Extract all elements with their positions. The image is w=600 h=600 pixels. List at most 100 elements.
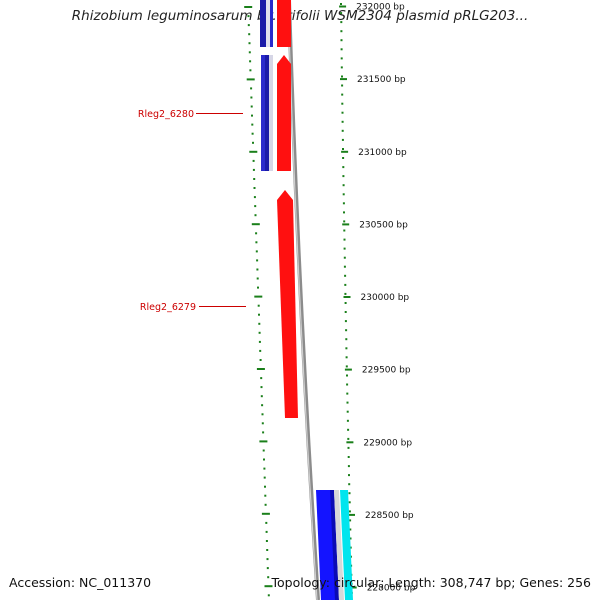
outer-tick [340,57,343,60]
outer-tick [340,39,343,42]
inner-tick [256,277,259,280]
inner-tick [256,268,259,271]
inner-tick-track [244,6,273,597]
inner-tick [249,60,252,63]
inner-tick [248,42,251,45]
inner-tick [254,205,257,208]
inner-tick [252,141,254,144]
outer-tick [348,483,351,486]
inner-tick [267,576,270,579]
inner-tick [253,196,256,199]
outer-tick [341,120,344,123]
orf-feature[interactable] [340,490,353,600]
forward-gene[interactable] [277,0,291,47]
major-tick [344,368,352,371]
outer-tick [346,401,349,404]
inner-tick [260,377,263,380]
reverse-gene[interactable] [260,0,266,47]
inner-tick [258,322,261,325]
summary-text: Topology: circular; Length: 308,747 bp; … [271,575,592,590]
outer-tick [340,3,342,5]
inner-tick [256,368,265,370]
outer-tick [340,12,343,15]
forward-gene[interactable] [277,55,291,171]
inner-tick [261,512,270,515]
outer-tick [347,465,350,468]
inner-tick [265,521,268,524]
outer-tick [342,175,345,178]
inner-tick [260,395,263,398]
inner-tick [252,159,255,162]
outer-tick [348,510,351,513]
inner-tick [244,6,253,8]
inner-tick [250,87,253,90]
inner-tick [257,286,259,289]
outer-tick [347,437,350,440]
reverse-gene[interactable] [261,55,265,171]
forward-strand-track [277,0,298,418]
inner-tick [253,187,256,189]
outer-tick [343,265,346,268]
outer-tick [347,446,350,449]
outer-tick [341,75,343,78]
inner-tick [246,78,255,81]
major-tick [340,78,347,81]
forward-gene[interactable] [277,190,298,418]
inner-tick [251,223,260,226]
inner-tick [251,132,254,135]
outer-tick [346,410,349,413]
inner-tick [265,530,268,533]
inner-tick [258,331,261,334]
inner-tick [255,241,258,244]
inner-tick [251,123,254,126]
scale-label: 228500 bp [365,511,414,521]
inner-tick [265,540,268,542]
inner-tick [264,503,267,506]
outer-tick [341,129,344,132]
inner-tick [250,96,253,99]
inner-tick [267,594,270,597]
inner-tick [248,51,251,54]
outer-tick [342,166,345,169]
outer-tick [344,311,347,313]
inner-tick [257,304,260,307]
outer-tick [343,238,346,241]
gene-label[interactable]: Rleg2_6279 [140,302,196,313]
major-tick [349,586,357,589]
outer-tick [349,528,352,531]
outer-tick [342,157,345,159]
outer-tick [349,537,352,540]
outer-tick [340,48,343,51]
outer-tick [342,148,344,150]
outer-tick [342,193,345,196]
inner-tick [249,150,258,153]
scale-label: 230000 bp [361,293,410,303]
outer-tick [349,546,352,549]
inner-tick [256,259,259,262]
outer-tick [349,519,352,522]
inner-tick [247,24,250,27]
inner-tick [258,313,260,316]
inner-tick [264,494,267,497]
outer-tick [340,21,343,24]
outer-tick [341,93,344,96]
inner-tick [261,404,264,407]
reverse-gene[interactable] [269,55,273,171]
inner-tick [262,431,265,434]
gene-label[interactable]: Rleg2_6280 [138,109,194,120]
major-tick [346,441,354,444]
outer-tick [347,428,350,431]
inner-tick [254,295,263,298]
gene-gap [334,490,344,600]
reverse-gene[interactable] [266,0,270,47]
scale-labels: 232000 bp 231500 bp 231000 bp 230500 bp 2300… [356,3,416,594]
outer-tick [345,365,348,368]
major-tick [342,223,350,226]
outer-tick [345,329,348,332]
scale-label: 231000 bp [358,148,407,158]
reverse-gene[interactable] [270,0,273,47]
outer-tick [348,474,350,477]
reverse-gene[interactable] [265,55,269,171]
